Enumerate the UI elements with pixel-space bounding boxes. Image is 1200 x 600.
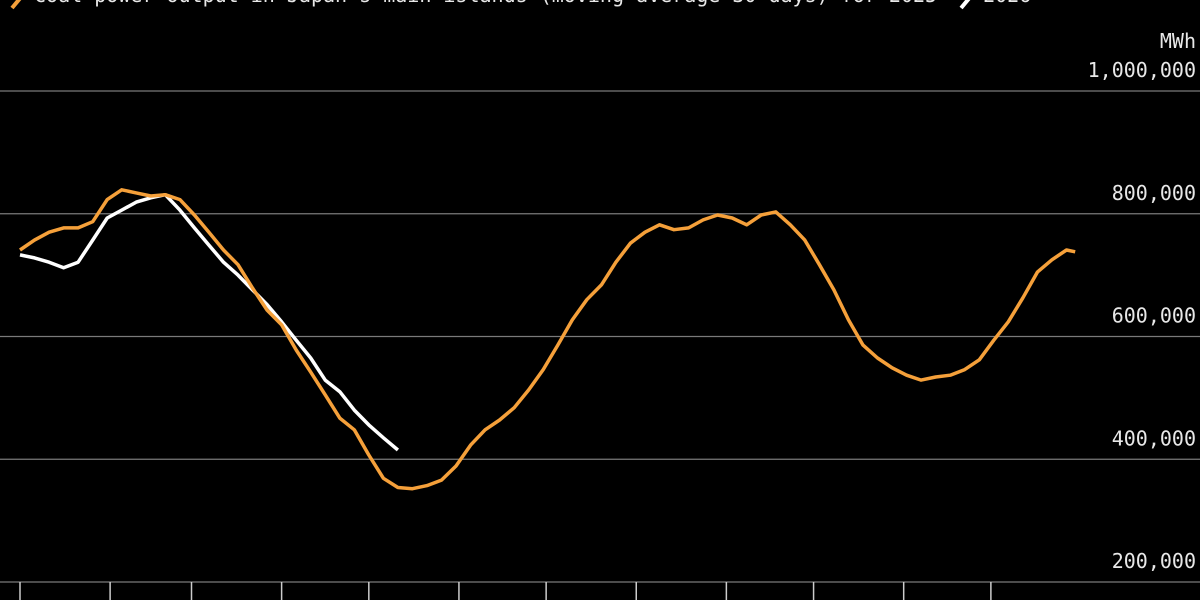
series-line xyxy=(19,188,1076,491)
y-unit: MWh xyxy=(1160,29,1196,53)
series-line xyxy=(19,192,400,452)
y-tick-label: 1,000,000 xyxy=(1088,58,1196,82)
y-tick-label: 200,000 xyxy=(1112,549,1196,573)
legend-swatch xyxy=(959,0,971,10)
legend-swatch xyxy=(10,0,22,10)
y-tick-label: 400,000 xyxy=(1112,426,1196,450)
legend-label: Coal power output in Japan's main island… xyxy=(34,0,937,7)
y-tick-label: 600,000 xyxy=(1112,304,1196,328)
y-tick-label: 800,000 xyxy=(1112,181,1196,205)
legend-label: 2026 xyxy=(983,0,1031,7)
